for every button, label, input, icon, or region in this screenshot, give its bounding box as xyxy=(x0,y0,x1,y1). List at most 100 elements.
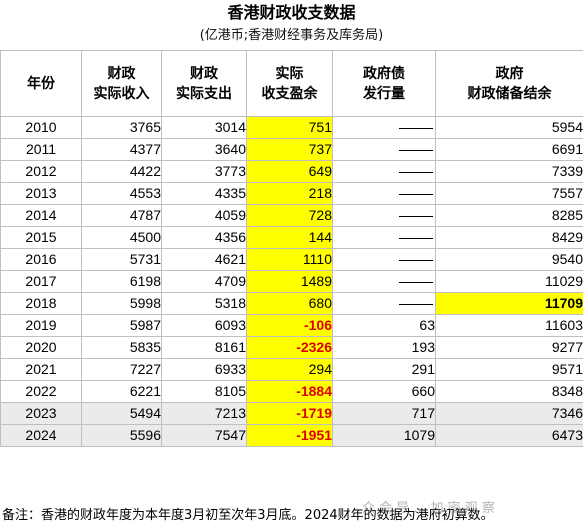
cell-expense: 4335 xyxy=(161,182,247,205)
cell-expense: 6933 xyxy=(161,358,247,381)
cell-revenue: 4377 xyxy=(81,138,162,161)
cell-year: 2013 xyxy=(0,182,82,205)
cell-reserves: 6473 xyxy=(435,424,583,447)
dash-line xyxy=(399,149,433,151)
cell-revenue: 6198 xyxy=(81,270,162,293)
table-row: 2024 5596 7547 -1951 1079 6473 xyxy=(0,424,583,447)
cell-bonds: 193 xyxy=(332,336,436,359)
cell-revenue: 5998 xyxy=(81,292,162,315)
cell-revenue: 5596 xyxy=(81,424,162,447)
cell-bonds xyxy=(332,248,436,271)
cell-bonds: 660 xyxy=(332,380,436,403)
cell-reserves: 11709 xyxy=(435,292,583,315)
cell-expense: 5318 xyxy=(161,292,247,315)
cell-year: 2024 xyxy=(0,424,82,447)
cell-revenue: 3765 xyxy=(81,116,162,139)
table-row: 2016 5731 4621 1110 9540 xyxy=(0,248,583,271)
table-row: 2011 4377 3640 737 6691 xyxy=(0,138,583,161)
cell-reserves: 11603 xyxy=(435,314,583,337)
cell-revenue: 6221 xyxy=(81,380,162,403)
table-row: 2012 4422 3773 649 7339 xyxy=(0,160,583,183)
footnote: 备注：香港的财政年度为本年度3月初至次年3月底。2024财年的数据为港府初算数。 xyxy=(2,508,494,523)
cell-bonds xyxy=(332,138,436,161)
cell-bonds: 291 xyxy=(332,358,436,381)
cell-revenue: 5987 xyxy=(81,314,162,337)
cell-surplus: 1110 xyxy=(246,248,333,271)
header-surplus: 实际 收支盈余 xyxy=(246,50,333,117)
cell-year: 2016 xyxy=(0,248,82,271)
cell-surplus: -1951 xyxy=(246,424,333,447)
table-row: 2019 5987 6093 -106 63 11603 xyxy=(0,314,583,337)
table-row: 2014 4787 4059 728 8285 xyxy=(0,204,583,227)
cell-reserves: 7339 xyxy=(435,160,583,183)
cell-surplus: -106 xyxy=(246,314,333,337)
table-row: 2010 3765 3014 751 5954 xyxy=(0,116,583,139)
cell-revenue: 4422 xyxy=(81,160,162,183)
cell-revenue: 7227 xyxy=(81,358,162,381)
dash-line xyxy=(399,193,433,195)
cell-revenue: 5835 xyxy=(81,336,162,359)
cell-revenue: 4787 xyxy=(81,204,162,227)
fiscal-data-table: 年份 财政 实际收入 财政 实际支出 实际 收支盈余 政府债 发行量 政府 财政储备结余 … xyxy=(0,50,583,447)
cell-surplus: -2326 xyxy=(246,336,333,359)
cell-surplus: -1719 xyxy=(246,402,333,425)
header-row: 年份 财政 实际收入 财政 实际支出 实际 收支盈余 政府债 发行量 政府 财政储备结余 xyxy=(0,50,583,117)
cell-surplus: 294 xyxy=(246,358,333,381)
cell-surplus: 751 xyxy=(246,116,333,139)
cell-surplus: 1489 xyxy=(246,270,333,293)
cell-surplus: 649 xyxy=(246,160,333,183)
cell-bonds xyxy=(332,226,436,249)
cell-reserves: 9571 xyxy=(435,358,583,381)
cell-reserves: 7557 xyxy=(435,182,583,205)
cell-year: 2018 xyxy=(0,292,82,315)
cell-reserves: 9277 xyxy=(435,336,583,359)
cell-year: 2011 xyxy=(0,138,82,161)
cell-year: 2015 xyxy=(0,226,82,249)
dash-line xyxy=(399,281,433,283)
cell-year: 2019 xyxy=(0,314,82,337)
header-reserves: 政府 财政储备结余 xyxy=(435,50,583,117)
dash-line xyxy=(399,171,433,173)
header-revenue: 财政 实际收入 xyxy=(81,50,162,117)
cell-reserves: 11029 xyxy=(435,270,583,293)
cell-reserves: 8285 xyxy=(435,204,583,227)
cell-expense: 6093 xyxy=(161,314,247,337)
cell-revenue: 5494 xyxy=(81,402,162,425)
cell-year: 2010 xyxy=(0,116,82,139)
cell-expense: 3014 xyxy=(161,116,247,139)
dash-line xyxy=(399,303,433,305)
table-row: 2022 6221 8105 -1884 660 8348 xyxy=(0,380,583,403)
cell-reserves: 5954 xyxy=(435,116,583,139)
cell-reserves: 8348 xyxy=(435,380,583,403)
cell-reserves: 9540 xyxy=(435,248,583,271)
table-row: 2013 4553 4335 218 7557 xyxy=(0,182,583,205)
table-row: 2015 4500 4356 144 8429 xyxy=(0,226,583,249)
cell-bonds xyxy=(332,182,436,205)
cell-surplus: 680 xyxy=(246,292,333,315)
table-title: 香港财政收支数据 xyxy=(227,3,356,22)
cell-revenue: 4553 xyxy=(81,182,162,205)
cell-year: 2022 xyxy=(0,380,82,403)
cell-surplus: 728 xyxy=(246,204,333,227)
cell-year: 2023 xyxy=(0,402,82,425)
cell-bonds xyxy=(332,116,436,139)
header-bonds: 政府债 发行量 xyxy=(332,50,436,117)
cell-expense: 4621 xyxy=(161,248,247,271)
cell-revenue: 5731 xyxy=(81,248,162,271)
cell-year: 2012 xyxy=(0,160,82,183)
table-subtitle: (亿港币;香港财经事务及库务局) xyxy=(199,28,384,43)
cell-expense: 3773 xyxy=(161,160,247,183)
cell-reserves: 7346 xyxy=(435,402,583,425)
cell-revenue: 4500 xyxy=(81,226,162,249)
cell-surplus: -1884 xyxy=(246,380,333,403)
cell-expense: 3640 xyxy=(161,138,247,161)
dash-line xyxy=(399,215,433,217)
cell-bonds xyxy=(332,292,436,315)
cell-surplus: 737 xyxy=(246,138,333,161)
dash-line xyxy=(399,259,433,261)
cell-surplus: 144 xyxy=(246,226,333,249)
cell-expense: 4356 xyxy=(161,226,247,249)
cell-expense: 8105 xyxy=(161,380,247,403)
cell-surplus: 218 xyxy=(246,182,333,205)
table-row: 2017 6198 4709 1489 11029 xyxy=(0,270,583,293)
